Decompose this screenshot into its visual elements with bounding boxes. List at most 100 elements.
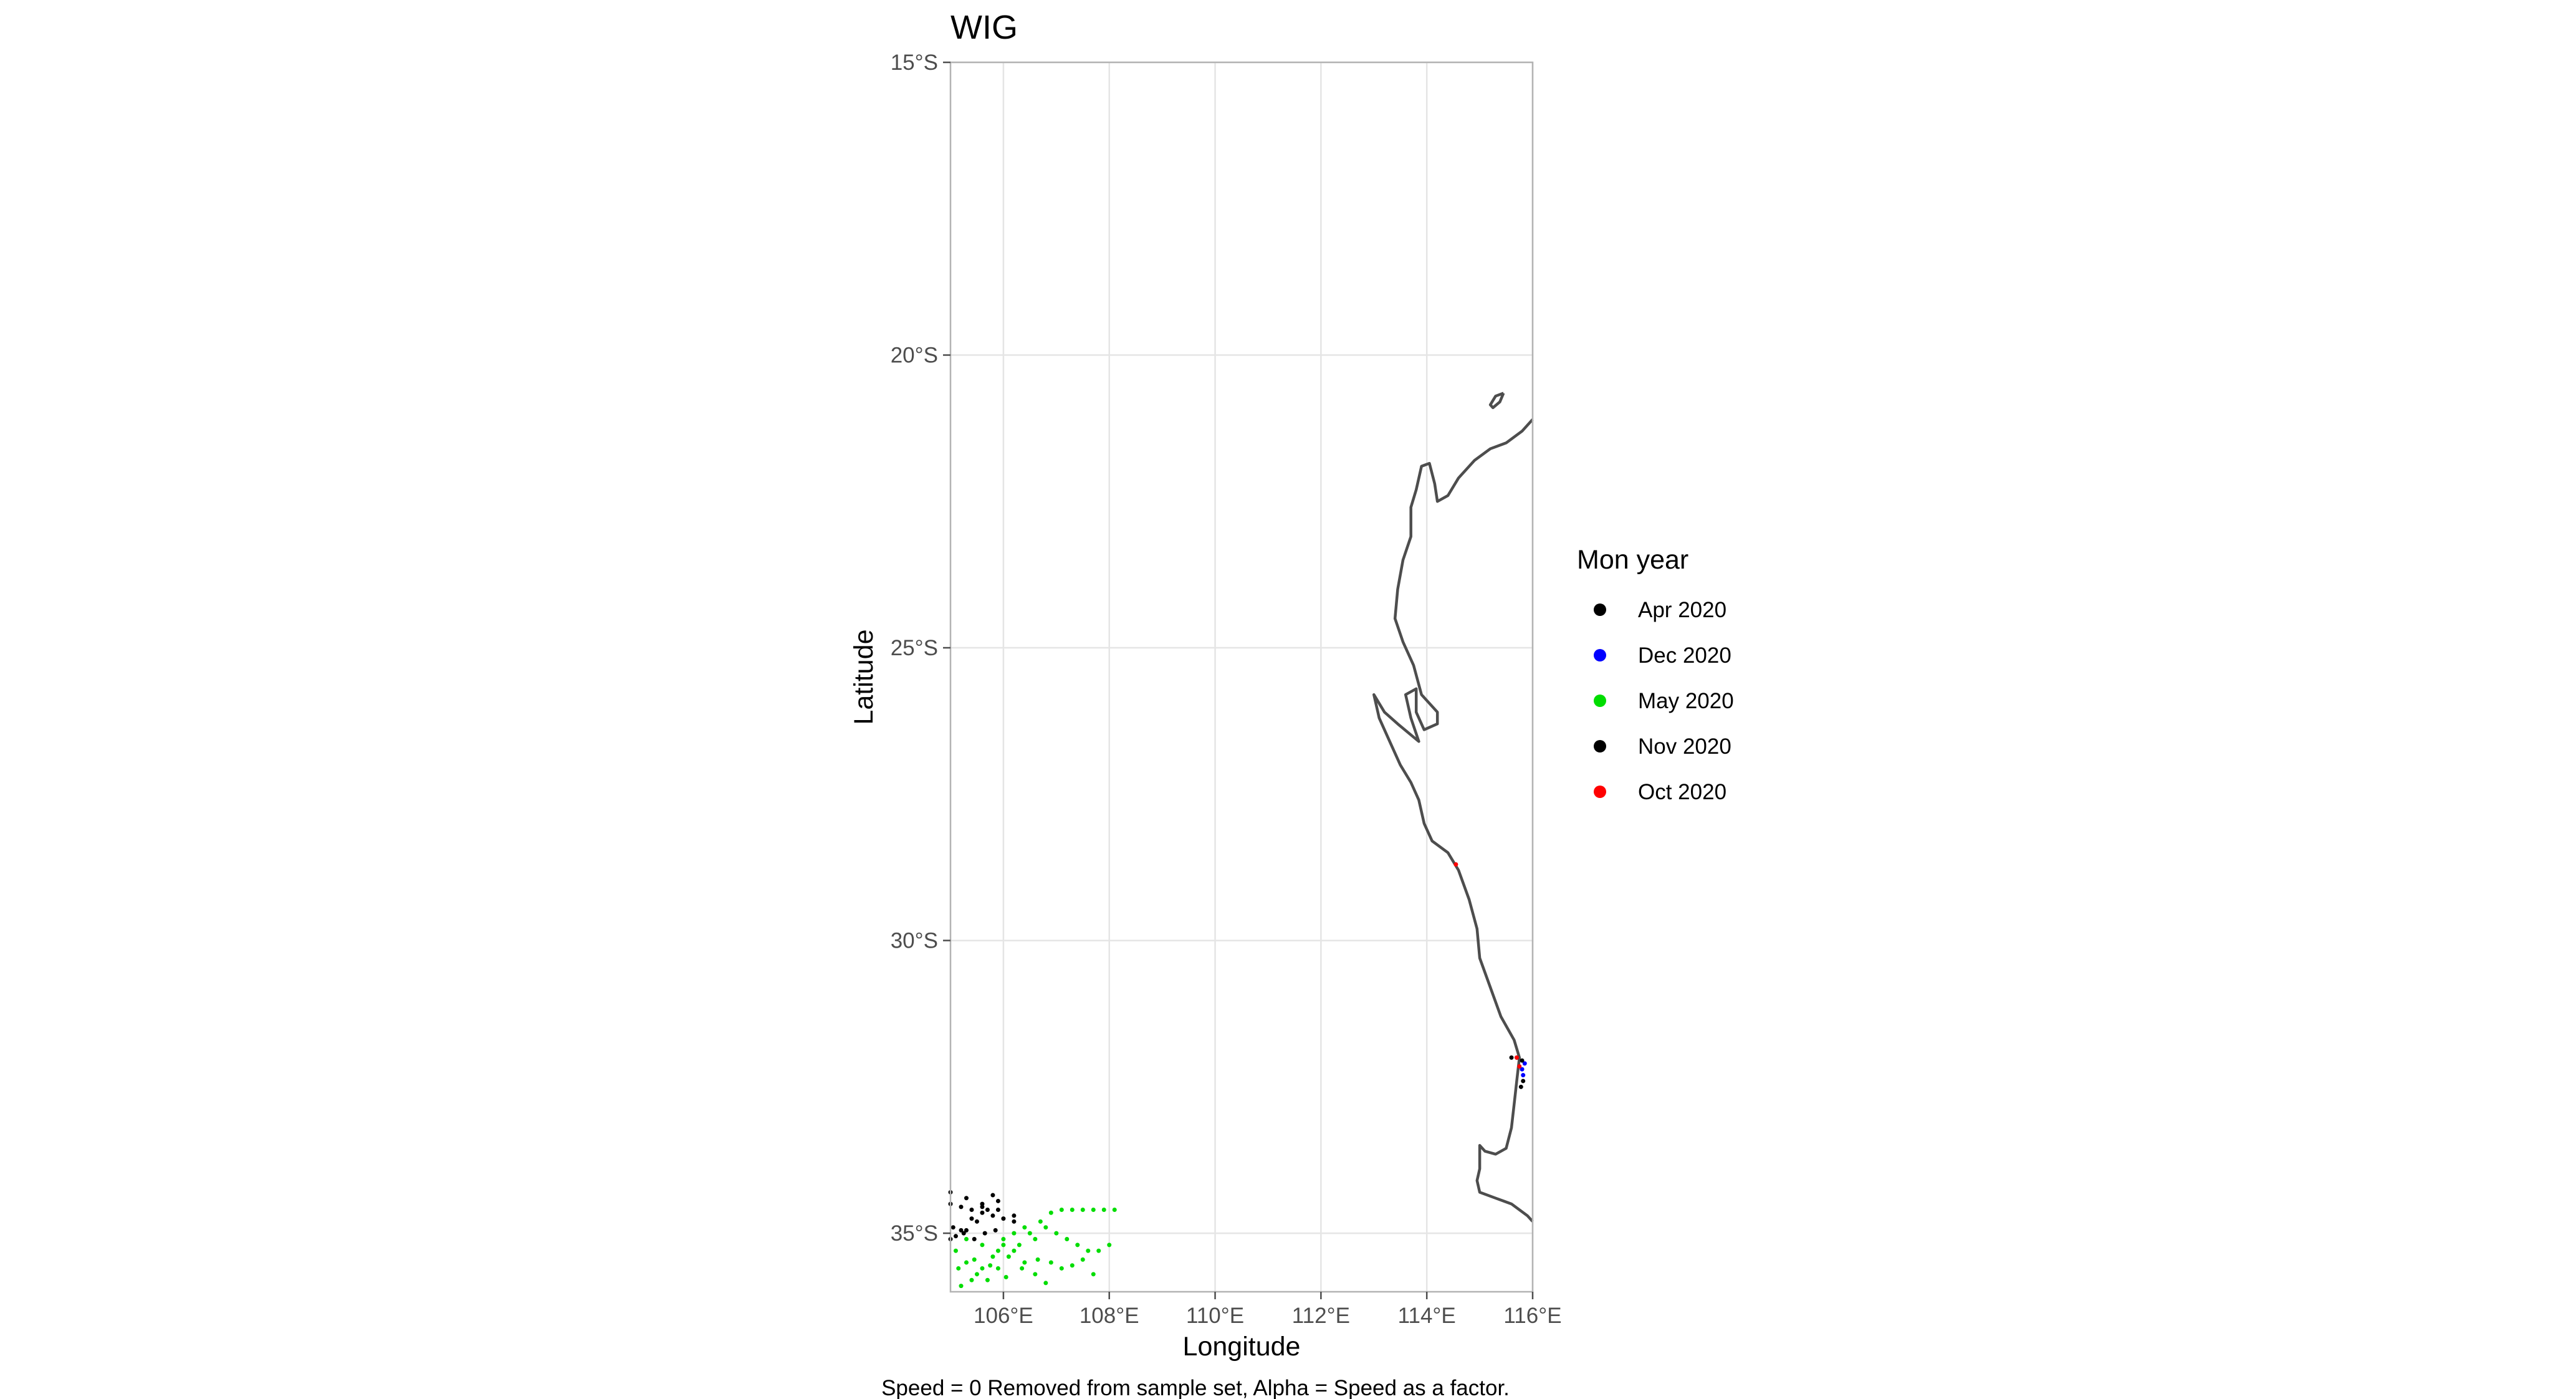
data-point bbox=[1091, 1208, 1096, 1213]
legend-key bbox=[1594, 649, 1606, 661]
data-point bbox=[1509, 1055, 1514, 1060]
data-point bbox=[1059, 1266, 1064, 1271]
x-axis-title: Longitude bbox=[1183, 1332, 1301, 1362]
data-point bbox=[953, 1234, 958, 1239]
data-point bbox=[980, 1243, 985, 1248]
legend-key bbox=[1594, 695, 1606, 707]
plot-caption: Speed = 0 Removed from sample set, Alpha… bbox=[881, 1376, 1510, 1399]
data-point bbox=[1107, 1243, 1112, 1248]
island-path bbox=[1488, 392, 1505, 410]
data-point bbox=[1517, 1064, 1522, 1069]
data-point bbox=[1012, 1219, 1017, 1224]
data-point bbox=[956, 1266, 961, 1271]
legend-key bbox=[1594, 603, 1606, 616]
data-point bbox=[1001, 1216, 1006, 1221]
data-point bbox=[980, 1266, 985, 1271]
data-point bbox=[1038, 1219, 1043, 1224]
data-point bbox=[1075, 1243, 1080, 1248]
data-point bbox=[1012, 1248, 1017, 1253]
data-point bbox=[1048, 1260, 1053, 1265]
data-point bbox=[1012, 1231, 1017, 1236]
data-point bbox=[985, 1277, 990, 1282]
data-point bbox=[972, 1236, 977, 1241]
data-point bbox=[1017, 1243, 1022, 1248]
data-point bbox=[1515, 1055, 1520, 1060]
data-point bbox=[985, 1208, 990, 1213]
legend-label: Dec 2020 bbox=[1638, 643, 1731, 668]
data-point bbox=[950, 1225, 955, 1230]
data-point bbox=[995, 1208, 1000, 1213]
data-point bbox=[1001, 1243, 1006, 1248]
data-point bbox=[1027, 1231, 1032, 1236]
legend-title: Mon year bbox=[1577, 545, 1688, 575]
y-tick-label: 25°S bbox=[891, 636, 938, 660]
x-axis-ticks: 106°E 108°E 110°E 112°E 114°E 116°E bbox=[974, 1292, 1562, 1328]
data-point bbox=[1091, 1272, 1096, 1277]
series-oct-2020 bbox=[1453, 862, 1522, 1069]
legend: Mon year Apr 2020 Dec 2020 May 2020 Nov 202… bbox=[1577, 545, 1734, 804]
x-tick-label: 108°E bbox=[1080, 1304, 1139, 1328]
data-point bbox=[1022, 1225, 1027, 1230]
data-point bbox=[1522, 1061, 1527, 1066]
data-point bbox=[1112, 1208, 1117, 1213]
data-point bbox=[1022, 1260, 1027, 1265]
x-tick-label: 114°E bbox=[1398, 1304, 1456, 1328]
x-tick-label: 106°E bbox=[974, 1304, 1033, 1328]
data-point bbox=[964, 1228, 969, 1233]
data-point bbox=[1521, 1079, 1526, 1084]
data-point bbox=[982, 1231, 987, 1236]
data-point bbox=[1080, 1208, 1085, 1213]
data-point bbox=[1521, 1073, 1526, 1078]
data-point bbox=[1080, 1257, 1085, 1262]
data-point bbox=[969, 1216, 974, 1221]
series-may-2020 bbox=[953, 1208, 1117, 1289]
x-tick-label: 112°E bbox=[1292, 1304, 1350, 1328]
data-point bbox=[990, 1193, 995, 1198]
data-point bbox=[1518, 1084, 1523, 1089]
data-point bbox=[990, 1213, 995, 1218]
data-point bbox=[959, 1228, 964, 1233]
coastline-path bbox=[1372, 418, 1534, 1223]
data-point bbox=[1033, 1236, 1038, 1241]
legend-key bbox=[1594, 786, 1606, 798]
gridlines bbox=[950, 61, 1534, 1292]
data-point bbox=[1070, 1208, 1075, 1213]
x-tick-label: 110°E bbox=[1186, 1304, 1244, 1328]
legend-key bbox=[1594, 740, 1606, 752]
data-point bbox=[1096, 1248, 1101, 1253]
data-point bbox=[1035, 1257, 1040, 1262]
x-tick-label: 116°E bbox=[1503, 1304, 1561, 1328]
data-point bbox=[1048, 1210, 1053, 1215]
series-dec-2020 bbox=[1520, 1061, 1527, 1078]
y-tick-label: 20°S bbox=[891, 344, 938, 368]
data-point bbox=[1520, 1058, 1525, 1063]
data-point bbox=[1054, 1231, 1059, 1236]
legend-label: May 2020 bbox=[1638, 689, 1734, 713]
data-point bbox=[1065, 1236, 1070, 1241]
data-point bbox=[953, 1248, 958, 1253]
data-point bbox=[1086, 1248, 1091, 1253]
data-point bbox=[980, 1204, 985, 1209]
data-point bbox=[972, 1257, 977, 1262]
data-point bbox=[964, 1260, 969, 1265]
data-point bbox=[1101, 1208, 1106, 1213]
legend-entries: Apr 2020 Dec 2020 May 2020 Nov 2020 Oct 2020 bbox=[1594, 598, 1734, 804]
data-point bbox=[988, 1263, 993, 1268]
data-point bbox=[1520, 1067, 1525, 1072]
data-point bbox=[1453, 862, 1458, 867]
coastline bbox=[1372, 392, 1534, 1223]
vessel-points bbox=[948, 862, 1527, 1289]
data-point bbox=[1043, 1225, 1048, 1230]
data-point bbox=[1012, 1213, 1017, 1218]
data-point bbox=[959, 1284, 964, 1289]
data-point bbox=[1070, 1263, 1075, 1268]
data-point bbox=[959, 1204, 964, 1209]
data-point bbox=[1006, 1254, 1011, 1259]
data-point bbox=[969, 1208, 974, 1213]
data-point bbox=[964, 1196, 969, 1201]
legend-label: Apr 2020 bbox=[1638, 598, 1726, 622]
data-point bbox=[995, 1198, 1000, 1203]
data-point bbox=[974, 1272, 979, 1277]
legend-label: Nov 2020 bbox=[1638, 734, 1731, 759]
